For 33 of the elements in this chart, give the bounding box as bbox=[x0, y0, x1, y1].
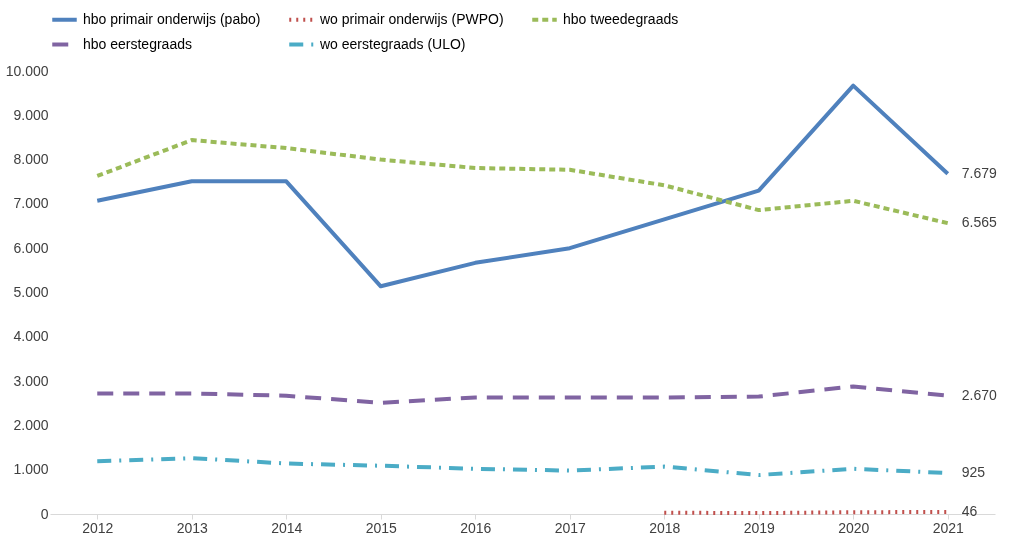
x-tick-label: 2020 bbox=[838, 519, 870, 536]
x-tick-label: 2016 bbox=[460, 519, 492, 536]
data-label: 7.679 bbox=[961, 164, 997, 181]
x-tick-label: 2014 bbox=[271, 519, 303, 536]
y-tick-label: 0 bbox=[40, 505, 49, 522]
line-series bbox=[95, 138, 950, 226]
y-tick-label: 3.000 bbox=[13, 372, 49, 389]
y-tick-label: 6.000 bbox=[13, 239, 49, 256]
data-label: 925 bbox=[961, 464, 986, 481]
x-tick-label: 2021 bbox=[932, 519, 965, 536]
y-tick-label: 5.000 bbox=[13, 284, 49, 300]
y-tick-label: 4.000 bbox=[13, 328, 49, 345]
x-tick-label: 2018 bbox=[649, 519, 681, 536]
y-tick-label: 1.000 bbox=[13, 461, 49, 478]
legend-label: wo primair onderwijs (PWPO) bbox=[319, 10, 504, 27]
y-tick-label: 2.000 bbox=[13, 416, 49, 433]
line-series bbox=[95, 83, 950, 289]
y-tick-label: 9.000 bbox=[13, 106, 49, 123]
legend-label: hbo tweedegraads bbox=[563, 10, 679, 27]
data-label: 2.670 bbox=[961, 386, 997, 403]
x-tick-label: 2015 bbox=[365, 519, 398, 536]
legend-label: wo eerstegraads (ULO) bbox=[319, 35, 466, 52]
y-tick-label: 10.000 bbox=[5, 62, 49, 79]
x-tick-label: 2019 bbox=[743, 519, 776, 536]
y-tick-label: 7.000 bbox=[13, 195, 49, 212]
y-tick-label: 8.000 bbox=[13, 151, 49, 168]
data-label: 6.565 bbox=[961, 214, 997, 231]
x-tick-label: 2013 bbox=[176, 519, 209, 536]
legend-label: hbo eerstegraads bbox=[83, 35, 192, 52]
x-tick-label: 2017 bbox=[554, 519, 587, 536]
legend-label: hbo primair onderwijs (pabo) bbox=[83, 10, 261, 27]
data-label: 46 bbox=[961, 502, 978, 519]
x-tick-label: 2012 bbox=[82, 519, 114, 536]
